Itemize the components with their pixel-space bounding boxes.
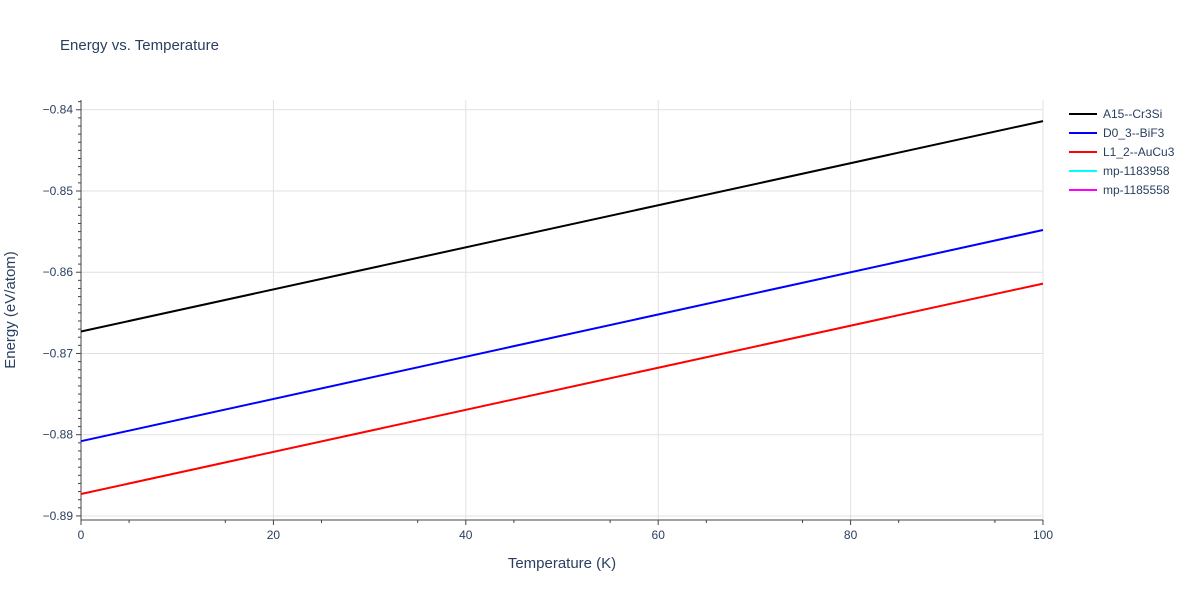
chart-title: Energy vs. Temperature bbox=[60, 37, 219, 54]
x-axis-label: Temperature (K) bbox=[508, 555, 616, 572]
y-axis-label: Energy (eV/atom) bbox=[2, 251, 19, 369]
series-line-l1-2-aucu3 bbox=[80, 282, 1044, 495]
x-tick-label: 40 bbox=[459, 528, 473, 542]
y-tick-label: −0.86 bbox=[43, 265, 74, 279]
legend-label-d0-3-bif3: D0_3--BiF3 bbox=[1103, 126, 1165, 140]
x-tick-label: 100 bbox=[1033, 528, 1053, 542]
series-line-a15-cr3si bbox=[80, 120, 1044, 333]
y-tick-label: −0.85 bbox=[43, 184, 74, 198]
series-line-d0-3-bif3 bbox=[80, 229, 1044, 443]
y-tick-label: −0.89 bbox=[43, 509, 74, 523]
legend: A15--Cr3Si D0_3--BiF3 L1_2--AuCu3 mp-118395… bbox=[1069, 107, 1175, 197]
y-tick-label: −0.88 bbox=[43, 428, 74, 442]
x-tick-label: 0 bbox=[78, 528, 85, 542]
x-tick-label: 80 bbox=[844, 528, 858, 542]
legend-label-l1-2-aucu3: L1_2--AuCu3 bbox=[1103, 145, 1175, 159]
x-tick-label: 60 bbox=[652, 528, 666, 542]
y-tick-label: −0.84 bbox=[43, 103, 74, 117]
legend-label-mp-1185558: mp-1185558 bbox=[1103, 183, 1170, 197]
legend-label-a15-cr3si: A15--Cr3Si bbox=[1103, 107, 1162, 121]
x-tick-label: 20 bbox=[267, 528, 281, 542]
y-tick-label: −0.87 bbox=[43, 346, 74, 360]
legend-label-mp-1183958: mp-1183958 bbox=[1103, 164, 1170, 178]
